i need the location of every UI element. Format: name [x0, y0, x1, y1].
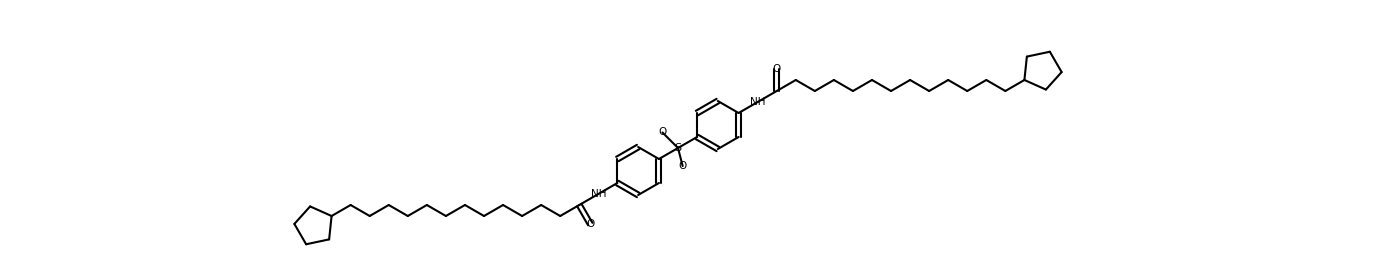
- Text: NH: NH: [590, 189, 607, 199]
- Text: NH: NH: [750, 97, 766, 107]
- Text: O: O: [773, 64, 781, 74]
- Text: O: O: [658, 128, 666, 138]
- Text: O: O: [679, 161, 687, 171]
- Text: O: O: [586, 219, 594, 229]
- Text: S: S: [674, 143, 681, 153]
